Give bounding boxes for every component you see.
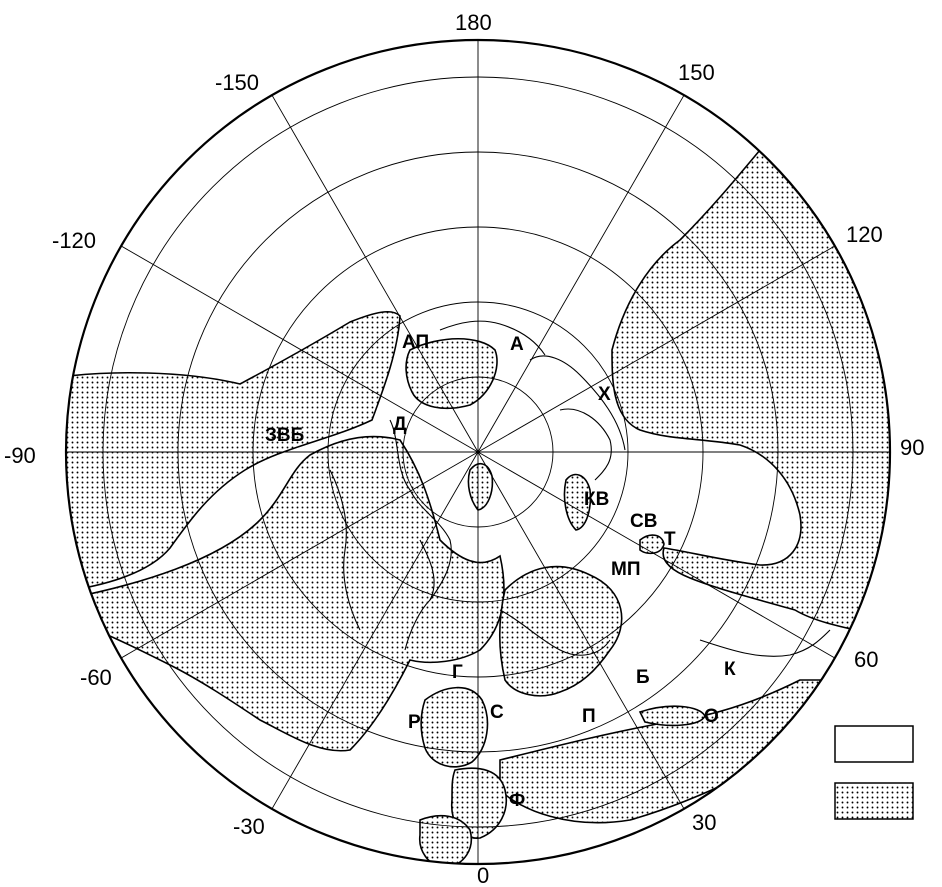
region-labels: АП А Х ЗВБ Д КВ СВ Т МП Г Р С П Б К О Ф [265,332,736,811]
lon-label-minus-60: -60 [80,665,112,690]
region-south-band [499,679,841,824]
dotted-regions [66,148,890,864]
region-label-zvb: ЗВБ [265,425,304,446]
lon-label-minus-120: -120 [52,228,96,253]
lon-label-120: 120 [846,222,883,247]
meridian-line [477,451,836,659]
lon-label-150: 150 [678,60,715,85]
region-label-o: О [704,706,719,727]
lon-label-180: 180 [455,10,492,35]
region-ap [405,337,498,410]
region-label-ap: АП [402,332,429,353]
region-pole [467,463,494,511]
legend [834,725,914,820]
map-border [64,38,892,866]
region-label-s: С [490,702,504,723]
region-bottom [419,814,472,864]
region-label-g: Г [452,662,463,683]
region-label-t: Т [664,529,676,550]
region-label-f: Ф [509,790,525,811]
meridian-line [120,245,479,453]
longitude-labels: 180 150 -150 120 -120 90 -90 60 -60 30 -… [4,10,924,887]
meridian-line [477,94,685,453]
region-label-k: К [724,659,736,680]
meridian-line [271,94,479,453]
region-label-kv: КВ [584,489,609,510]
region-label-r: Р [408,712,421,733]
lon-label-90: 90 [900,435,924,460]
legend-blank-swatch [834,725,914,763]
lon-label-minus-30: -30 [233,814,265,839]
meridian-line [271,451,479,810]
lon-label-60: 60 [854,647,878,672]
region-o [638,705,706,727]
region-r [420,686,489,768]
region-t [639,534,665,555]
region-label-a: А [510,334,524,355]
meridians [66,40,890,864]
lon-label-minus-90: -90 [4,443,36,468]
meridian-line [477,245,836,453]
region-f [451,767,507,839]
lon-label-0: 0 [477,863,489,887]
region-kv [563,473,592,531]
region-label-mp: МП [611,559,640,580]
lon-label-minus-150: -150 [215,70,259,95]
region-label-sv: СВ [630,511,657,532]
legend-dotted-swatch [834,782,914,820]
lon-label-30: 30 [692,810,716,835]
meridian-line [120,451,479,659]
region-label-p: П [582,706,596,727]
meridian-line [477,451,685,810]
region-label-b: Б [636,667,650,688]
coastlines [329,320,831,657]
region-label-h: Х [598,384,611,405]
region-label-d: Д [393,414,407,435]
region-central-south [498,565,623,697]
